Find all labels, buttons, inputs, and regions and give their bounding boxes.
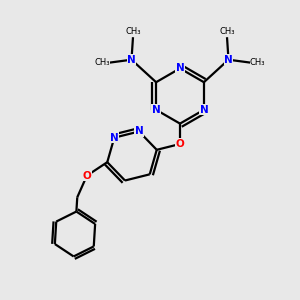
Text: N: N <box>110 133 118 143</box>
Text: CH₃: CH₃ <box>94 58 110 67</box>
Text: N: N <box>224 55 233 65</box>
Text: N: N <box>127 55 136 65</box>
Text: O: O <box>176 139 184 149</box>
Text: N: N <box>200 105 208 115</box>
Text: CH₃: CH₃ <box>125 27 141 36</box>
Text: CH₃: CH₃ <box>219 27 235 36</box>
Text: O: O <box>82 171 91 181</box>
Text: CH₃: CH₃ <box>250 58 266 67</box>
Text: N: N <box>176 63 184 74</box>
Text: N: N <box>135 127 143 136</box>
Text: N: N <box>152 105 161 115</box>
